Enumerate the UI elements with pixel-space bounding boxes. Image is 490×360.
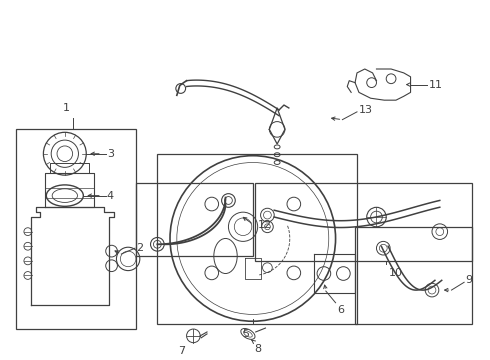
Text: 3: 3 [107, 149, 114, 159]
Text: 8: 8 [254, 344, 261, 354]
Text: 4: 4 [107, 190, 114, 201]
Text: 7: 7 [178, 346, 185, 356]
Text: 10: 10 [389, 268, 403, 278]
Text: 5: 5 [243, 329, 249, 339]
Text: 12: 12 [258, 220, 272, 230]
Text: 11: 11 [429, 80, 443, 90]
Bar [255, 183, 472, 261]
Text: 6: 6 [338, 305, 344, 315]
Bar [16, 129, 136, 329]
Bar [157, 154, 357, 324]
Text: 1: 1 [63, 103, 70, 113]
Bar [355, 227, 472, 324]
Text: 9: 9 [465, 275, 472, 285]
Text: 2: 2 [136, 243, 143, 253]
Bar [136, 183, 253, 256]
Text: 13: 13 [359, 105, 373, 115]
